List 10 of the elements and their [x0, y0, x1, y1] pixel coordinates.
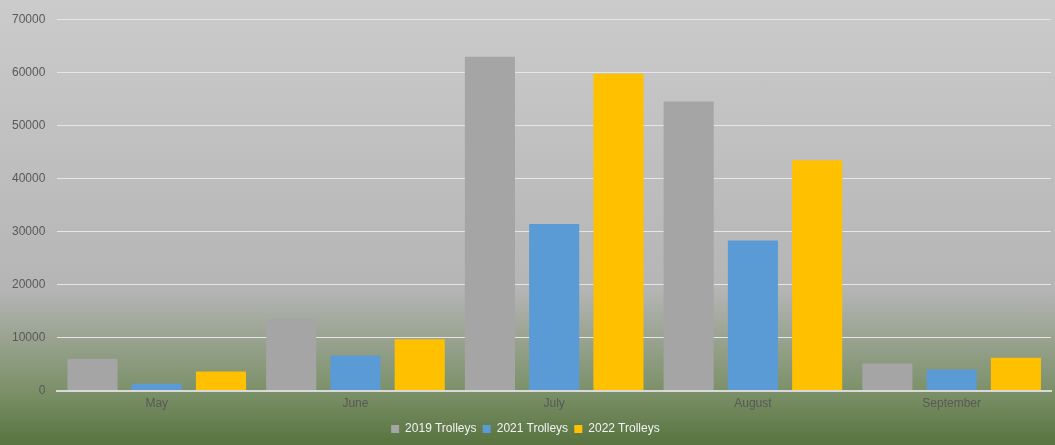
- y-tick-label: 30000: [11, 223, 46, 238]
- y-tick-label: 20000: [11, 276, 46, 291]
- y-tick-label: 40000: [11, 170, 46, 185]
- legend-label: 2021 Trolleys: [496, 421, 569, 436]
- y-tick-label: 50000: [11, 117, 46, 132]
- y-tick-label: 10000: [11, 329, 46, 344]
- legend-label: 2022 Trolleys: [588, 421, 660, 436]
- y-tick-label: 60000: [11, 64, 46, 79]
- legend-label: 2019 Trolleys: [405, 421, 477, 436]
- y-tick-label: 70000: [11, 11, 46, 26]
